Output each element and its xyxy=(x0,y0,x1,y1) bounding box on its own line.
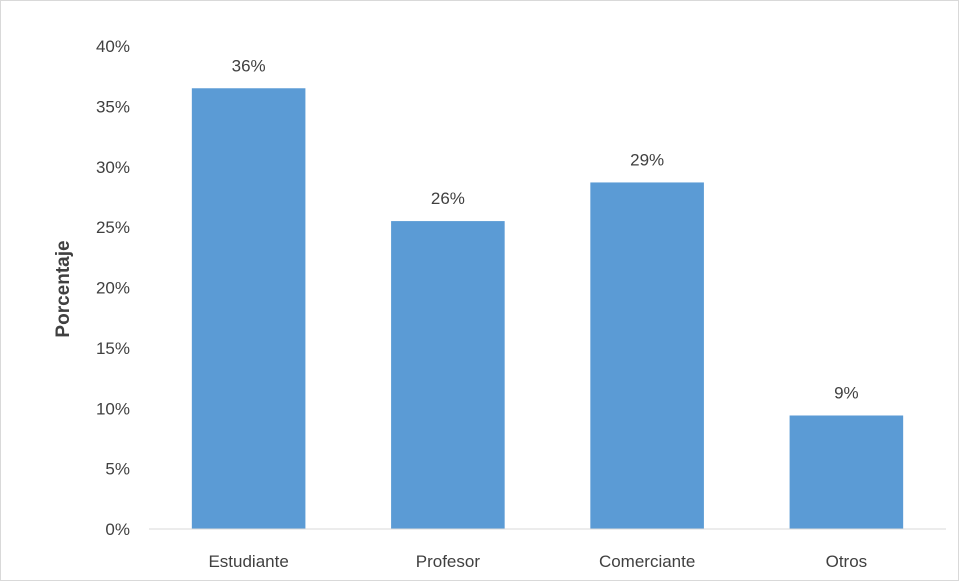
data-labels: 36% 26% 29% 9% xyxy=(232,56,859,402)
y-tick-label: 10% xyxy=(96,399,130,418)
x-tick-label-profesor: Profesor xyxy=(416,552,481,571)
bar-profesor xyxy=(391,221,505,529)
data-label-estudiante: 36% xyxy=(232,56,266,75)
bar-estudiante xyxy=(191,88,306,529)
y-tick-label: 25% xyxy=(96,218,130,237)
y-tick-label: 0% xyxy=(105,520,130,539)
x-axis-ticks: Estudiante Profesor Comerciante Otros xyxy=(208,552,867,571)
x-tick-label-comerciante: Comerciante xyxy=(599,552,695,571)
data-label-otros: 9% xyxy=(834,383,859,402)
bar-comerciante xyxy=(590,182,704,529)
y-tick-label: 15% xyxy=(96,339,130,358)
bars xyxy=(191,88,904,529)
y-axis-title: Porcentaje xyxy=(53,240,74,337)
y-tick-label: 5% xyxy=(105,460,130,479)
bar-otros xyxy=(789,415,904,529)
data-label-profesor: 26% xyxy=(431,189,465,208)
y-tick-label: 40% xyxy=(96,37,130,56)
y-tick-label: 20% xyxy=(96,279,130,298)
x-tick-label-otros: Otros xyxy=(826,552,868,571)
y-tick-label: 35% xyxy=(96,97,130,116)
y-axis-ticks: 0% 5% 10% 15% 20% 25% 30% 35% 40% xyxy=(96,37,130,539)
y-tick-label: 30% xyxy=(96,158,130,177)
x-tick-label-estudiante: Estudiante xyxy=(208,552,288,571)
data-label-comerciante: 29% xyxy=(630,150,664,169)
